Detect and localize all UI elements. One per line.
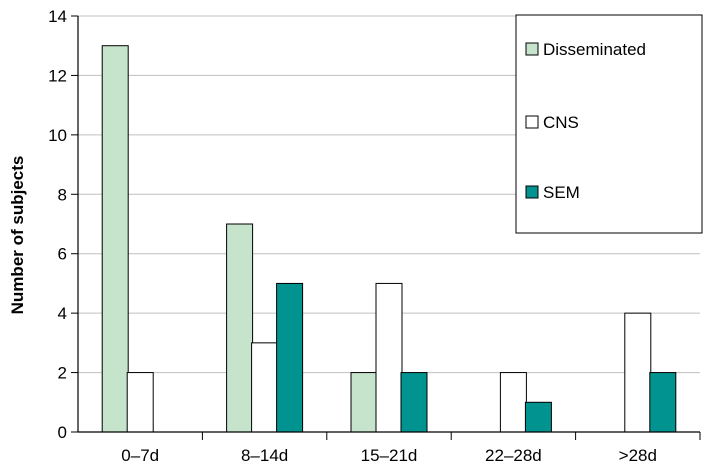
legend-swatch-disseminated (525, 42, 539, 56)
legend-swatch-sem (525, 185, 539, 199)
y-axis-title: Number of subjects (8, 156, 27, 315)
y-tick-label: 14 (48, 7, 67, 26)
y-tick-label: 4 (58, 304, 67, 323)
gridlines (78, 15, 700, 374)
x-tick-labels: 0–7d 8–14d 15–21d 22–28d >28d (121, 446, 657, 465)
y-tick-label: 6 (58, 245, 67, 264)
y-tick-label: 2 (58, 364, 67, 383)
legend-label-disseminated: Disseminated (543, 40, 646, 59)
bar-sem-1 (276, 282, 304, 433)
bar-disseminated-1 (226, 223, 254, 433)
bar-sem-4 (649, 372, 677, 433)
legend-label-cns: CNS (543, 113, 579, 132)
y-tick-label: 10 (48, 126, 67, 145)
bar-disseminated-2 (350, 372, 378, 433)
y-tick-label: 12 (48, 66, 67, 85)
bar-cns-0 (126, 372, 154, 433)
bar-cns-1 (251, 342, 279, 433)
x-tick-label: 0–7d (121, 446, 159, 465)
x-tick-label: 8–14d (241, 446, 288, 465)
legend-label-sem: SEM (543, 183, 580, 202)
x-tick-label: 22–28d (485, 446, 542, 465)
bar-cns-4 (624, 312, 652, 433)
legend-swatch-cns (525, 115, 539, 129)
bar-sem-3 (524, 401, 552, 433)
legend: Disseminated CNS SEM (515, 14, 703, 234)
y-tick-label: 8 (58, 185, 67, 204)
x-tick-label: 15–21d (361, 446, 418, 465)
y-tick-labels: 0 2 4 6 8 10 12 14 (48, 7, 67, 442)
y-tick-label: 0 (58, 423, 67, 442)
x-tick-label: >28d (619, 446, 657, 465)
legend-box (515, 14, 703, 234)
bar-disseminated-0 (101, 45, 129, 433)
bar-sem-2 (400, 372, 428, 433)
bar-cns-3 (499, 372, 527, 433)
bar-cns-2 (375, 282, 403, 433)
axes (71, 15, 701, 440)
